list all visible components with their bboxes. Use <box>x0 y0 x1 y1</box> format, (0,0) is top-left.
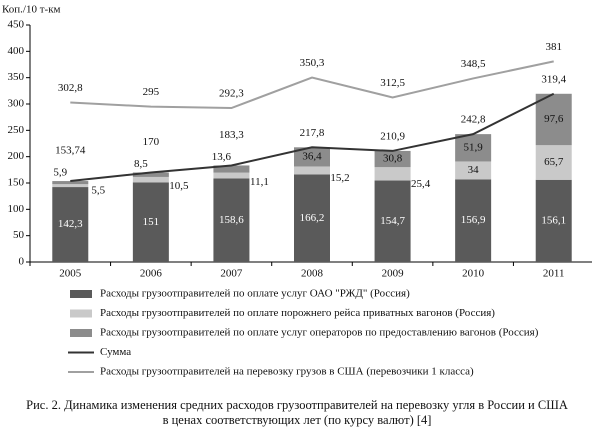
x-tick-label: 2008 <box>301 268 324 280</box>
legend-swatch <box>70 309 92 318</box>
data-label: 210,9 <box>380 130 405 142</box>
legend-label: Расходы грузоотправителей по оплате услу… <box>100 327 539 339</box>
line <box>70 60 554 110</box>
y-axis-label: Коп./10 т-км <box>2 4 61 16</box>
y-tick-label: 250 <box>8 124 25 136</box>
y-tick-label: 200 <box>8 150 25 162</box>
data-label: 11,1 <box>250 176 269 188</box>
legend-label: Сумма <box>100 346 131 358</box>
data-label: 10,5 <box>169 180 189 192</box>
bar-segment <box>132 176 169 183</box>
y-tick-label: 350 <box>8 71 25 83</box>
legend-label: Расходы грузоотправителей на перевозку г… <box>100 366 474 378</box>
data-label: 151 <box>143 216 160 228</box>
bar-segment <box>455 161 492 180</box>
y-tick-label: 300 <box>8 98 25 110</box>
legend-label: Расходы грузоотправителей по оплате поро… <box>100 307 495 319</box>
data-label: 8,5 <box>134 158 148 170</box>
data-label: 183,3 <box>219 129 244 141</box>
bar-segment <box>535 93 572 146</box>
data-label: 5,5 <box>91 185 105 197</box>
data-label: 5,9 <box>53 167 67 179</box>
data-label: 65,7 <box>544 156 564 168</box>
bar-segment <box>374 150 411 168</box>
line <box>70 92 555 183</box>
data-label: 348,5 <box>461 58 486 70</box>
data-label: 350,3 <box>300 57 325 69</box>
data-label: 34 <box>468 164 480 176</box>
legend-swatch <box>70 290 92 298</box>
data-label: 312,5 <box>380 77 405 89</box>
data-label: 166,2 <box>300 212 325 224</box>
bar-segment <box>455 179 492 262</box>
bar-segment <box>213 165 250 173</box>
y-tick-label: 0 <box>19 256 25 268</box>
x-tick-label: 2007 <box>220 268 243 280</box>
y-tick-label: 450 <box>8 19 25 31</box>
x-tick-label: 2005 <box>59 268 82 280</box>
data-label: 295 <box>143 86 160 98</box>
data-label: 36,4 <box>302 150 322 162</box>
data-label: 158,6 <box>219 214 244 226</box>
data-label: 242,8 <box>461 114 486 126</box>
data-label: 25,4 <box>411 178 431 190</box>
data-label: 156,9 <box>461 214 486 226</box>
data-label: 381 <box>545 41 562 53</box>
x-tick-label: 2011 <box>543 268 565 280</box>
bar-segment <box>213 172 250 179</box>
x-tick-label: 2006 <box>140 268 163 280</box>
bar-segment <box>294 174 330 262</box>
data-label: 292,3 <box>219 88 244 100</box>
bar-segment <box>535 179 572 262</box>
bar-segment <box>374 167 411 181</box>
bar-segment <box>294 166 330 175</box>
y-tick-label: 50 <box>13 229 25 241</box>
bar-segment <box>294 147 330 167</box>
bar-segment <box>52 187 89 262</box>
bar-segment <box>52 184 89 188</box>
data-label: 170 <box>143 136 160 148</box>
caption: Рис. 2. Динамика изменения средних расхо… <box>26 398 568 412</box>
data-label: 30,8 <box>383 153 403 165</box>
legend-label: Расходы грузоотправителей по оплате услу… <box>100 288 410 300</box>
data-label: 156,1 <box>541 214 566 226</box>
bar-segment <box>535 145 572 180</box>
bar-segment <box>455 134 492 162</box>
bar-segment <box>132 172 169 177</box>
data-label: 51,9 <box>464 141 484 153</box>
caption: в ценах соответствующих лет (по курсу ва… <box>163 413 432 427</box>
y-tick-label: 100 <box>8 203 25 215</box>
bar-segment <box>52 181 89 185</box>
x-tick-label: 2009 <box>382 268 405 280</box>
data-label: 13,6 <box>212 151 232 163</box>
data-label: 217,8 <box>300 127 325 139</box>
bar-segment <box>374 180 411 262</box>
data-label: 302,8 <box>58 82 83 94</box>
data-label: 142,3 <box>58 218 83 230</box>
bar-segment <box>132 182 169 262</box>
x-tick-label: 2010 <box>462 268 485 280</box>
data-label: 15,2 <box>330 172 349 184</box>
data-label: 153,74 <box>55 145 86 157</box>
y-tick-label: 400 <box>8 45 25 57</box>
data-label: 97,6 <box>544 113 564 125</box>
data-label: 319,4 <box>541 73 566 85</box>
y-tick-label: 150 <box>8 177 25 189</box>
data-label: 154,7 <box>380 215 405 227</box>
bar-segment <box>213 178 250 262</box>
legend-swatch <box>70 329 92 337</box>
